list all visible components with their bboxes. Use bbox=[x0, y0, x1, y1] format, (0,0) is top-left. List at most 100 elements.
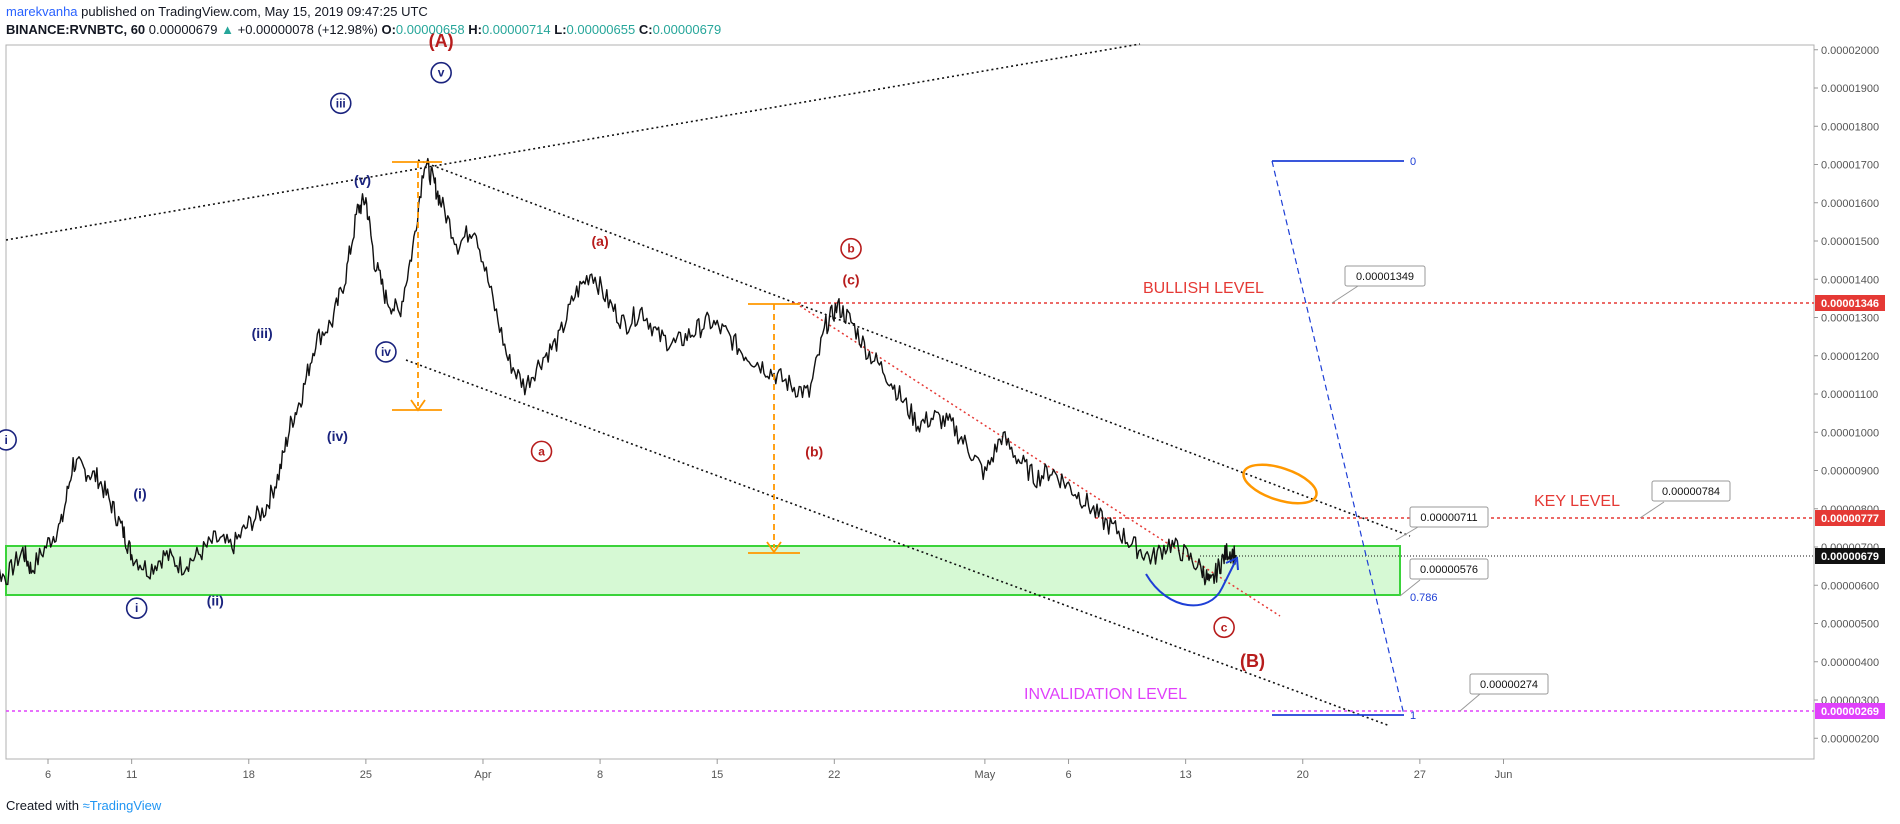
wave-label-text: (A) bbox=[429, 31, 454, 51]
time-tick-label: 27 bbox=[1414, 769, 1426, 781]
wave-label-text: (i) bbox=[133, 485, 146, 501]
wave-label[interactable]: i bbox=[0, 429, 17, 451]
wave-label-text: iii bbox=[336, 96, 346, 110]
price-tick-label: 0.00001500 bbox=[1821, 236, 1879, 248]
wave-label-text: (iv) bbox=[327, 428, 348, 444]
wave-label-text: (B) bbox=[1240, 651, 1265, 671]
price-change: +0.00000078 (+12.98%) bbox=[237, 22, 378, 37]
wave-label[interactable]: (ii) bbox=[207, 593, 224, 609]
target-ellipse[interactable] bbox=[1239, 457, 1321, 511]
price-series-line[interactable] bbox=[0, 157, 1237, 593]
tradingview-brand-link[interactable]: TradingView bbox=[89, 798, 162, 813]
wave-label[interactable]: (A) bbox=[429, 31, 454, 51]
wave-label[interactable]: (iii) bbox=[252, 325, 273, 341]
created-with-text: Created with bbox=[6, 798, 79, 813]
open-label: O: bbox=[381, 22, 396, 37]
callout-bullish[interactable]: 0.00001349 bbox=[1331, 265, 1426, 304]
wave-label-circle bbox=[840, 237, 862, 260]
invalidation-level-label: INVALIDATION LEVEL bbox=[1024, 686, 1187, 703]
wave-label[interactable]: iii bbox=[329, 92, 352, 115]
price-tick-label: 0.00001600 bbox=[1821, 198, 1879, 210]
low-label: L: bbox=[554, 22, 567, 37]
publish-info: published on TradingView.com, May 15, 20… bbox=[77, 4, 428, 19]
fib-one-label: 1 bbox=[1410, 710, 1416, 722]
wave-label[interactable]: i bbox=[125, 597, 148, 620]
time-tick-label: Jun bbox=[1495, 769, 1513, 781]
close-value: 0.00000679 bbox=[652, 22, 722, 37]
callout-274[interactable]: 0.00000274 bbox=[1459, 673, 1549, 712]
wave-label[interactable]: a bbox=[530, 440, 553, 463]
price-tick-label: 0.00001400 bbox=[1821, 274, 1879, 286]
callout-711-value: 0.00000711 bbox=[1420, 512, 1477, 524]
wave-label-text: (ii) bbox=[207, 593, 224, 609]
fib-trend-line[interactable] bbox=[1271, 160, 1405, 716]
wave-label-text: i bbox=[5, 433, 8, 447]
channel-lower-line[interactable] bbox=[405, 359, 1391, 727]
time-tick-label: 8 bbox=[597, 769, 603, 781]
time-tick-label: Apr bbox=[474, 769, 491, 781]
svg-text:0.00001346: 0.00001346 bbox=[1821, 298, 1879, 310]
callout-274-value: 0.00000274 bbox=[1480, 679, 1538, 691]
reversal-curve-arrow[interactable] bbox=[1145, 559, 1237, 607]
bullish-price-tag: 0.00001346 bbox=[1815, 295, 1885, 311]
support-zone[interactable] bbox=[5, 545, 1401, 596]
up-arrow-icon: ▲ bbox=[221, 22, 234, 37]
chart-header: marekvanha published on TradingView.com,… bbox=[6, 3, 721, 39]
wave-label[interactable]: (v) bbox=[354, 172, 371, 188]
key-level-label: KEY LEVEL bbox=[1534, 493, 1620, 510]
time-axis[interactable]: 6 11 18 25 Apr 8 15 22 May 6 13 20 27 Jun bbox=[45, 759, 1512, 781]
wave-label-circle bbox=[430, 61, 452, 84]
callout-576[interactable]: 0.00000576 bbox=[1399, 558, 1489, 597]
wave-label-text: v bbox=[438, 66, 445, 80]
callout-key-value: 0.00000784 bbox=[1662, 486, 1720, 498]
wave-label[interactable]: c bbox=[1213, 616, 1235, 639]
price-tick-label: 0.00001000 bbox=[1821, 427, 1879, 439]
wave-a-projection[interactable] bbox=[392, 161, 442, 412]
key-price-tag: 0.00000777 bbox=[1815, 510, 1885, 526]
price-tick-label: 0.00001700 bbox=[1821, 160, 1879, 172]
wave-label-text: (iii) bbox=[252, 325, 273, 341]
wave-label-circle bbox=[125, 597, 148, 620]
low-value: 0.00000655 bbox=[566, 22, 636, 37]
channel-upper-line[interactable] bbox=[417, 159, 1411, 537]
callout-576-value: 0.00000576 bbox=[1420, 564, 1478, 576]
bullish-level-label: BULLISH LEVEL bbox=[1143, 280, 1264, 297]
wave-label[interactable]: (c) bbox=[842, 271, 859, 287]
wave-label[interactable]: (iv) bbox=[327, 428, 348, 444]
price-tick-label: 0.00002000 bbox=[1821, 45, 1879, 57]
wave-label[interactable]: (i) bbox=[133, 485, 146, 501]
callout-bullish-value: 0.00001349 bbox=[1356, 271, 1414, 283]
wave-label[interactable]: iv bbox=[375, 341, 397, 363]
callout-key[interactable]: 0.00000784 bbox=[1639, 480, 1731, 519]
upper-trendline[interactable] bbox=[5, 43, 1141, 241]
wave-label-text: (c) bbox=[842, 271, 859, 287]
wave-label-circle bbox=[375, 341, 397, 363]
time-tick-label: 6 bbox=[45, 769, 51, 781]
author-link[interactable]: marekvanha bbox=[6, 4, 78, 19]
wave-label[interactable]: v bbox=[430, 61, 452, 84]
time-tick-label: 15 bbox=[711, 769, 723, 781]
callout-711[interactable]: 0.00000711 bbox=[1395, 506, 1489, 541]
wave-b-projection[interactable] bbox=[748, 303, 800, 554]
last-price-tag: 0.00000679 bbox=[1815, 548, 1885, 564]
close-label: C: bbox=[638, 22, 653, 37]
fib-zero-label: 0 bbox=[1410, 156, 1416, 168]
wave-label-text: (v) bbox=[354, 172, 371, 188]
time-tick-label: 6 bbox=[1065, 769, 1071, 781]
last-price: 0.00000679 bbox=[148, 22, 218, 37]
wave-label[interactable]: (B) bbox=[1240, 651, 1265, 671]
open-value: 0.00000658 bbox=[395, 22, 465, 37]
wave-label-circle bbox=[329, 92, 352, 115]
symbol-label: BINANCE:RVNBTC, 60 bbox=[6, 22, 146, 37]
price-tick-label: 0.00001300 bbox=[1821, 313, 1879, 325]
price-tick-label: 0.00001800 bbox=[1821, 121, 1879, 133]
wave-label[interactable]: (b) bbox=[805, 443, 823, 459]
price-tick-label: 0.00001200 bbox=[1821, 351, 1879, 363]
svg-text:0.00000777: 0.00000777 bbox=[1821, 513, 1879, 525]
plot-frame bbox=[5, 44, 1815, 760]
wave-label[interactable]: b bbox=[840, 237, 862, 260]
wave-label[interactable]: (a) bbox=[592, 233, 609, 249]
svg-text:0.00000679: 0.00000679 bbox=[1821, 551, 1879, 563]
price-axis[interactable]: 0.00002000 0.00001900 0.00001800 0.00001700… bbox=[1814, 45, 1879, 746]
